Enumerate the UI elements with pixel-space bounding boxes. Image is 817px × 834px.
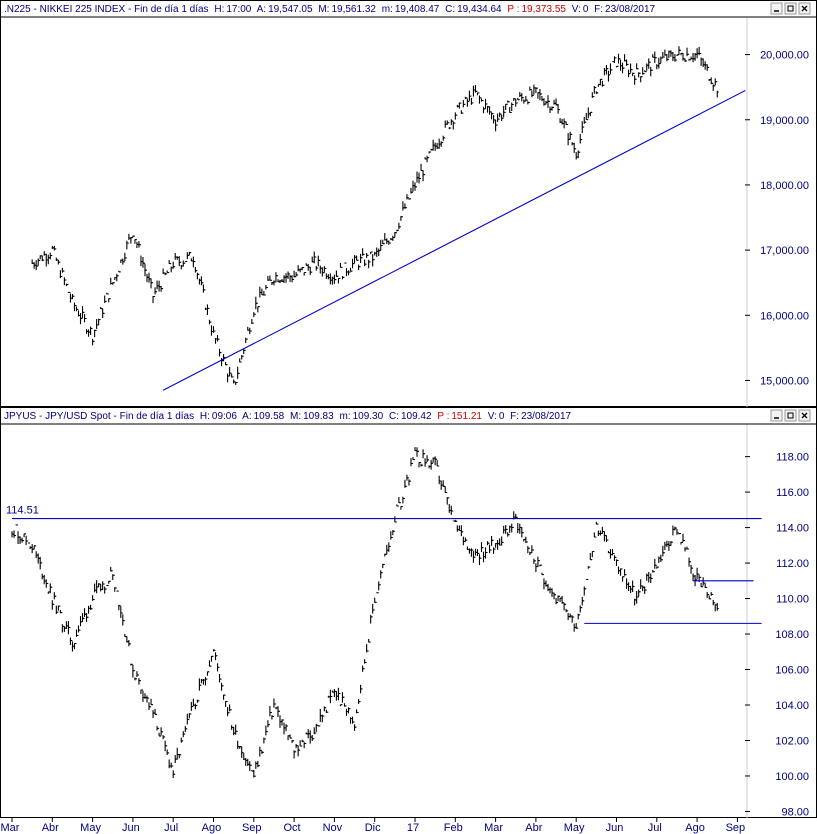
y-tick-label: 15,000.00 bbox=[760, 375, 809, 387]
x-tick-label: Nov bbox=[323, 822, 343, 834]
panel-1-controls bbox=[770, 2, 811, 15]
maximize-button[interactable] bbox=[784, 2, 797, 15]
close-icon bbox=[801, 5, 808, 12]
x-tick-label: Abr bbox=[42, 822, 59, 834]
x-tick-label: May bbox=[80, 822, 101, 834]
y-tick-label: 106.00 bbox=[775, 665, 809, 677]
y-tick-label: 104.00 bbox=[775, 700, 809, 712]
panel-2-header: JPYUS - JPY/USD Spot - Fin de día 1 días… bbox=[4, 411, 572, 422]
y-tick-label: 16,000.00 bbox=[760, 310, 809, 322]
maximize-icon bbox=[787, 5, 794, 12]
x-tick-label: Ago bbox=[202, 822, 222, 834]
x-tick-label: Jun bbox=[606, 822, 624, 834]
x-tick-label: 17 bbox=[407, 822, 419, 834]
x-tick-label: Mar bbox=[484, 822, 503, 834]
panel-2-annotations: 114.51 bbox=[6, 505, 762, 624]
panel-2-frame bbox=[0, 407, 817, 818]
close-icon bbox=[801, 412, 808, 419]
x-tick-label: Mar bbox=[0, 822, 19, 834]
panel-1-annotations bbox=[162, 89, 746, 391]
y-tick-label: 108.00 bbox=[775, 629, 809, 641]
panel-1-frame bbox=[0, 0, 817, 407]
y-tick-label: 102.00 bbox=[775, 735, 809, 747]
x-tick-label: Dic bbox=[365, 822, 381, 834]
x-tick-label: Jun bbox=[122, 822, 140, 834]
x-tick-label: Abr bbox=[525, 822, 542, 834]
close-button[interactable] bbox=[798, 2, 811, 15]
y-tick-label: 110.00 bbox=[776, 594, 809, 606]
panel-2-series bbox=[11, 447, 719, 779]
panel-2-y-axis: 98.00 100.00 102.00 104.00 106.00 108.00 110.0… bbox=[745, 452, 809, 818]
x-tick-label: Jul bbox=[164, 822, 178, 834]
horizontal-line-label: 114.51 bbox=[6, 505, 39, 517]
y-tick-label: 116.00 bbox=[776, 487, 809, 499]
x-tick-label: Sep bbox=[726, 822, 746, 834]
x-tick-label: Sep bbox=[242, 822, 262, 834]
trend-line bbox=[162, 89, 746, 391]
y-tick-label: 98.00 bbox=[781, 806, 809, 818]
panel-2-controls bbox=[770, 409, 811, 422]
close-button-2[interactable] bbox=[798, 409, 811, 422]
y-tick-label: 114.00 bbox=[776, 523, 809, 535]
maximize-button-2[interactable] bbox=[784, 409, 797, 422]
x-axis: Mar Abr May Jun Jul Ago Sep Oct Nov Dic 17 Feb Mar Ab… bbox=[0, 818, 745, 834]
y-tick-label: 20,000.00 bbox=[760, 50, 809, 62]
maximize-icon bbox=[787, 412, 794, 419]
y-tick-label: 19,000.00 bbox=[760, 115, 809, 127]
minimize-button-2[interactable] bbox=[770, 409, 783, 422]
panel-1-y-axis: 15,000.00 16,000.00 17,000.00 18,000.00 19,0… bbox=[745, 50, 809, 387]
y-tick-label: 100.00 bbox=[775, 771, 809, 783]
x-tick-label: Feb bbox=[444, 822, 463, 834]
y-tick-label: 112.00 bbox=[776, 558, 809, 570]
x-tick-label: Oct bbox=[284, 822, 301, 834]
x-tick-label: Jul bbox=[648, 822, 662, 834]
y-tick-label: 118.00 bbox=[776, 452, 809, 464]
y-tick-label: 17,000.00 bbox=[760, 245, 809, 257]
minimize-button[interactable] bbox=[770, 2, 783, 15]
y-tick-label: 18,000.00 bbox=[760, 180, 809, 192]
x-tick-label: May bbox=[564, 822, 585, 834]
panel-1-header: .N225 - NIKKEI 225 INDEX - Fin de día 1 … bbox=[4, 4, 656, 15]
x-tick-label: Ago bbox=[685, 822, 705, 834]
panel-1-series bbox=[31, 46, 719, 385]
